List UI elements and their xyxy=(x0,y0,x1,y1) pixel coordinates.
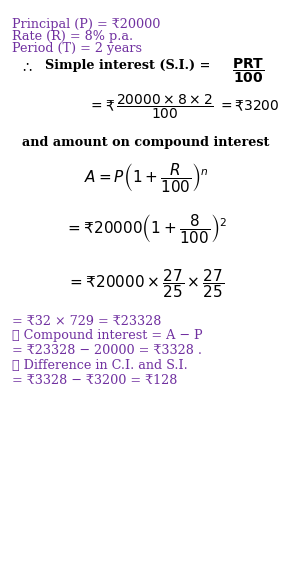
Text: $\therefore$: $\therefore$ xyxy=(20,59,34,74)
Text: = ₹32 × 729 = ₹23328: = ₹32 × 729 = ₹23328 xyxy=(12,315,161,328)
Text: Rate (R) = 8% p.a.: Rate (R) = 8% p.a. xyxy=(12,30,133,43)
Text: = ₹3328 − ₹3200 = ₹128: = ₹3328 − ₹3200 = ₹128 xyxy=(12,374,177,387)
Text: ∴ Difference in C.I. and S.I.: ∴ Difference in C.I. and S.I. xyxy=(12,359,187,372)
Text: Principal (P) = ₹20000: Principal (P) = ₹20000 xyxy=(12,18,160,31)
Text: ∴ Compound interest = A − P: ∴ Compound interest = A − P xyxy=(12,329,202,343)
Text: and amount on compound interest: and amount on compound interest xyxy=(22,136,270,149)
Text: = ₹23328 − 20000 = ₹3328 .: = ₹23328 − 20000 = ₹3328 . xyxy=(12,344,202,357)
Text: $= \text{₹}\,\dfrac{20000 \times 8 \times 2}{100}\;= \text{₹}3200$: $= \text{₹}\,\dfrac{20000 \times 8 \time… xyxy=(88,93,279,121)
Text: $= \text{₹}20000\left(1+\dfrac{8}{100}\right)^{2}$: $= \text{₹}20000\left(1+\dfrac{8}{100}\r… xyxy=(65,212,227,245)
Text: Period (T) = 2 years: Period (T) = 2 years xyxy=(12,42,142,55)
Text: Simple interest (S.I.) =: Simple interest (S.I.) = xyxy=(45,59,211,72)
Text: $A = P\left(1+\dfrac{R}{100}\right)^{n}$: $A = P\left(1+\dfrac{R}{100}\right)^{n}$ xyxy=(84,161,208,194)
Text: $= \text{₹}20000 \times \dfrac{27}{25} \times \dfrac{27}{25}$: $= \text{₹}20000 \times \dfrac{27}{25} \… xyxy=(67,267,225,299)
Text: $\dfrac{\mathbf{PRT}}{\mathbf{100}}$: $\dfrac{\mathbf{PRT}}{\mathbf{100}}$ xyxy=(232,57,265,86)
